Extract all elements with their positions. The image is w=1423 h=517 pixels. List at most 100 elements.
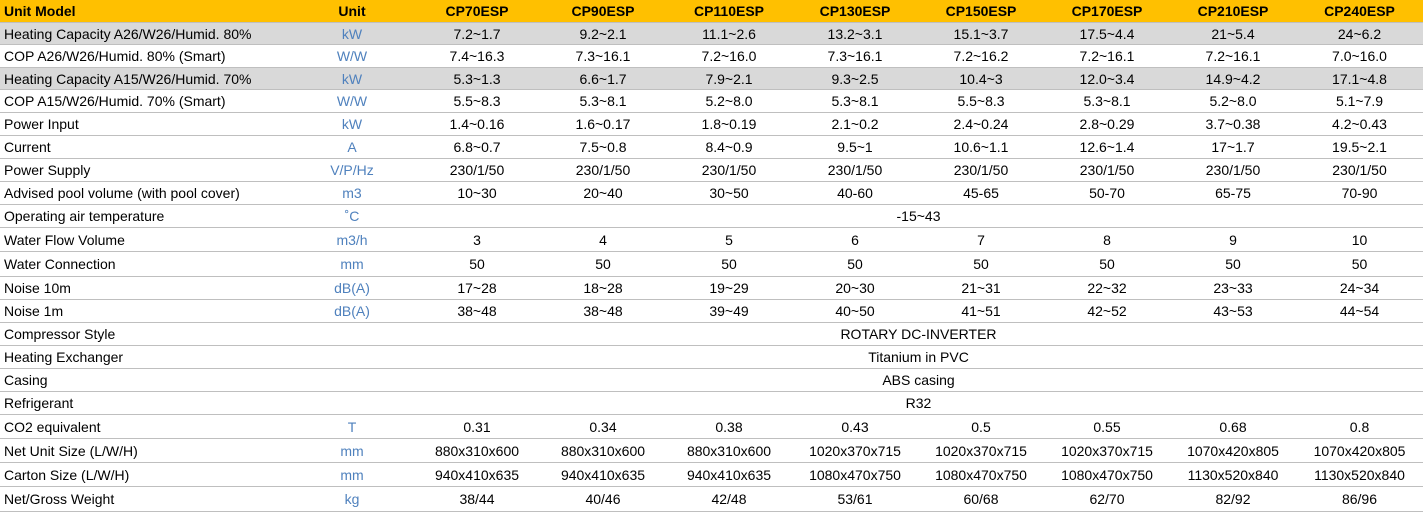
cell-value: 2.4~0.24	[918, 112, 1044, 136]
cell-value: 1020x370x715	[1044, 438, 1170, 463]
cell-value: 1.4~0.16	[414, 112, 540, 136]
cell-value: 50	[666, 251, 792, 277]
cell-value: 86/96	[1296, 486, 1423, 512]
row-unit: m3/h	[290, 227, 414, 252]
cell-value: 7.5~0.8	[540, 135, 666, 159]
row-unit: T	[290, 414, 414, 439]
cell-value: 40-60	[792, 181, 918, 205]
cell-value: 5.1~7.9	[1296, 89, 1423, 113]
cell-value: 880x310x600	[414, 438, 540, 463]
row-unit: mm	[290, 251, 414, 277]
header-model: CP90ESP	[540, 0, 666, 23]
row-label: Net/Gross Weight	[0, 486, 290, 512]
cell-value: 7.9~2.1	[666, 67, 792, 90]
row-label: Compressor Style	[0, 322, 290, 346]
row-label: Casing	[0, 368, 290, 392]
header-model: CP130ESP	[792, 0, 918, 23]
cell-value: 7.2~16.1	[1044, 44, 1170, 68]
cell-value: 0.8	[1296, 414, 1423, 439]
cell-value: 230/1/50	[540, 158, 666, 182]
row-unit: ˚C	[290, 204, 414, 228]
table-row: CO2 equivalent T 0.31 0.34 0.38 0.43 0.5 0.55 0.…	[0, 414, 1423, 439]
table-row: Heating Capacity A26/W26/Humid. 80% kW 7.2…	[0, 22, 1423, 45]
cell-value: 880x310x600	[666, 438, 792, 463]
cell-value: 38~48	[414, 299, 540, 323]
row-unit	[290, 368, 414, 392]
row-label: COP A15/W26/Humid. 70% (Smart)	[0, 89, 290, 113]
cell-value: 38~48	[540, 299, 666, 323]
cell-value: 39~49	[666, 299, 792, 323]
row-label: Heating Capacity A15/W26/Humid. 70%	[0, 67, 290, 90]
cell-value: 7.3~16.1	[540, 44, 666, 68]
header-model: CP210ESP	[1170, 0, 1296, 23]
row-label: Heating Exchanger	[0, 345, 290, 369]
row-unit: kW	[290, 22, 414, 45]
cell-value: 6.8~0.7	[414, 135, 540, 159]
row-label: Current	[0, 135, 290, 159]
row-label: Water Connection	[0, 251, 290, 277]
table-row: COP A26/W26/Humid. 80% (Smart) W/W 7.4~16.…	[0, 44, 1423, 68]
table-row: Advised pool volume (with pool cover) m3 1…	[0, 181, 1423, 205]
cell-value: 7.2~16.1	[1170, 44, 1296, 68]
cell-value: 5.3~1.3	[414, 67, 540, 90]
cell-value: 5.5~8.3	[414, 89, 540, 113]
table-row: Compressor Style ROTARY DC-INVERTER	[0, 322, 1423, 346]
cell-value: 20~40	[540, 181, 666, 205]
merged-value: ROTARY DC-INVERTER	[414, 322, 1423, 346]
cell-value: 70-90	[1296, 181, 1423, 205]
cell-value: 3.7~0.38	[1170, 112, 1296, 136]
cell-value: 8.4~0.9	[666, 135, 792, 159]
cell-value: 42/48	[666, 486, 792, 512]
cell-value: 9.3~2.5	[792, 67, 918, 90]
row-label: Operating air temperature	[0, 204, 290, 228]
table-row: Casing ABS casing	[0, 368, 1423, 392]
row-unit	[290, 391, 414, 415]
cell-value: 62/70	[1044, 486, 1170, 512]
cell-value: 45-65	[918, 181, 1044, 205]
row-unit: m3	[290, 181, 414, 205]
cell-value: 65-75	[1170, 181, 1296, 205]
cell-value: 2.1~0.2	[792, 112, 918, 136]
cell-value: 50	[792, 251, 918, 277]
cell-value: 4	[540, 227, 666, 252]
row-unit: dB(A)	[290, 299, 414, 323]
cell-value: 10	[1296, 227, 1423, 252]
cell-value: 21~5.4	[1170, 22, 1296, 45]
header-model: CP70ESP	[414, 0, 540, 23]
cell-value: 7.0~16.0	[1296, 44, 1423, 68]
header-model: CP170ESP	[1044, 0, 1170, 23]
cell-value: 21~31	[918, 276, 1044, 300]
cell-value: 1020x370x715	[792, 438, 918, 463]
header-unit: Unit	[290, 0, 414, 23]
row-unit: kg	[290, 486, 414, 512]
table-row: Heating Capacity A15/W26/Humid. 70% kW 5.3…	[0, 67, 1423, 90]
cell-value: 19~29	[666, 276, 792, 300]
table-row: Noise 10m dB(A) 17~28 18~28 19~29 20~30 21~31 2…	[0, 276, 1423, 300]
cell-value: 24~34	[1296, 276, 1423, 300]
header-row: Unit Model Unit CP70ESP CP90ESP CP110ESP…	[0, 0, 1423, 23]
cell-value: 6	[792, 227, 918, 252]
table-row: COP A15/W26/Humid. 70% (Smart) W/W 5.5~8.3…	[0, 89, 1423, 113]
cell-value: 7.2~16.0	[666, 44, 792, 68]
table-row: Heating Exchanger Titanium in PVC	[0, 345, 1423, 369]
cell-value: 230/1/50	[792, 158, 918, 182]
cell-value: 12.0~3.4	[1044, 67, 1170, 90]
row-unit: dB(A)	[290, 276, 414, 300]
cell-value: 5.5~8.3	[918, 89, 1044, 113]
cell-value: 40~50	[792, 299, 918, 323]
row-unit	[290, 322, 414, 346]
merged-value: R32	[414, 391, 1423, 415]
row-unit: kW	[290, 112, 414, 136]
cell-value: 5.2~8.0	[666, 89, 792, 113]
cell-value: 1070x420x805	[1296, 438, 1423, 463]
cell-value: 230/1/50	[666, 158, 792, 182]
cell-value: 43~53	[1170, 299, 1296, 323]
cell-value: 5.3~8.1	[1044, 89, 1170, 113]
cell-value: 2.8~0.29	[1044, 112, 1170, 136]
table-row: Water Flow Volume m3/h 3 4 5 6 7 8 9 10	[0, 227, 1423, 252]
cell-value: 940x410x635	[666, 462, 792, 487]
cell-value: 20~30	[792, 276, 918, 300]
cell-value: 50	[1044, 251, 1170, 277]
row-label: Heating Capacity A26/W26/Humid. 80%	[0, 22, 290, 45]
cell-value: 10~30	[414, 181, 540, 205]
